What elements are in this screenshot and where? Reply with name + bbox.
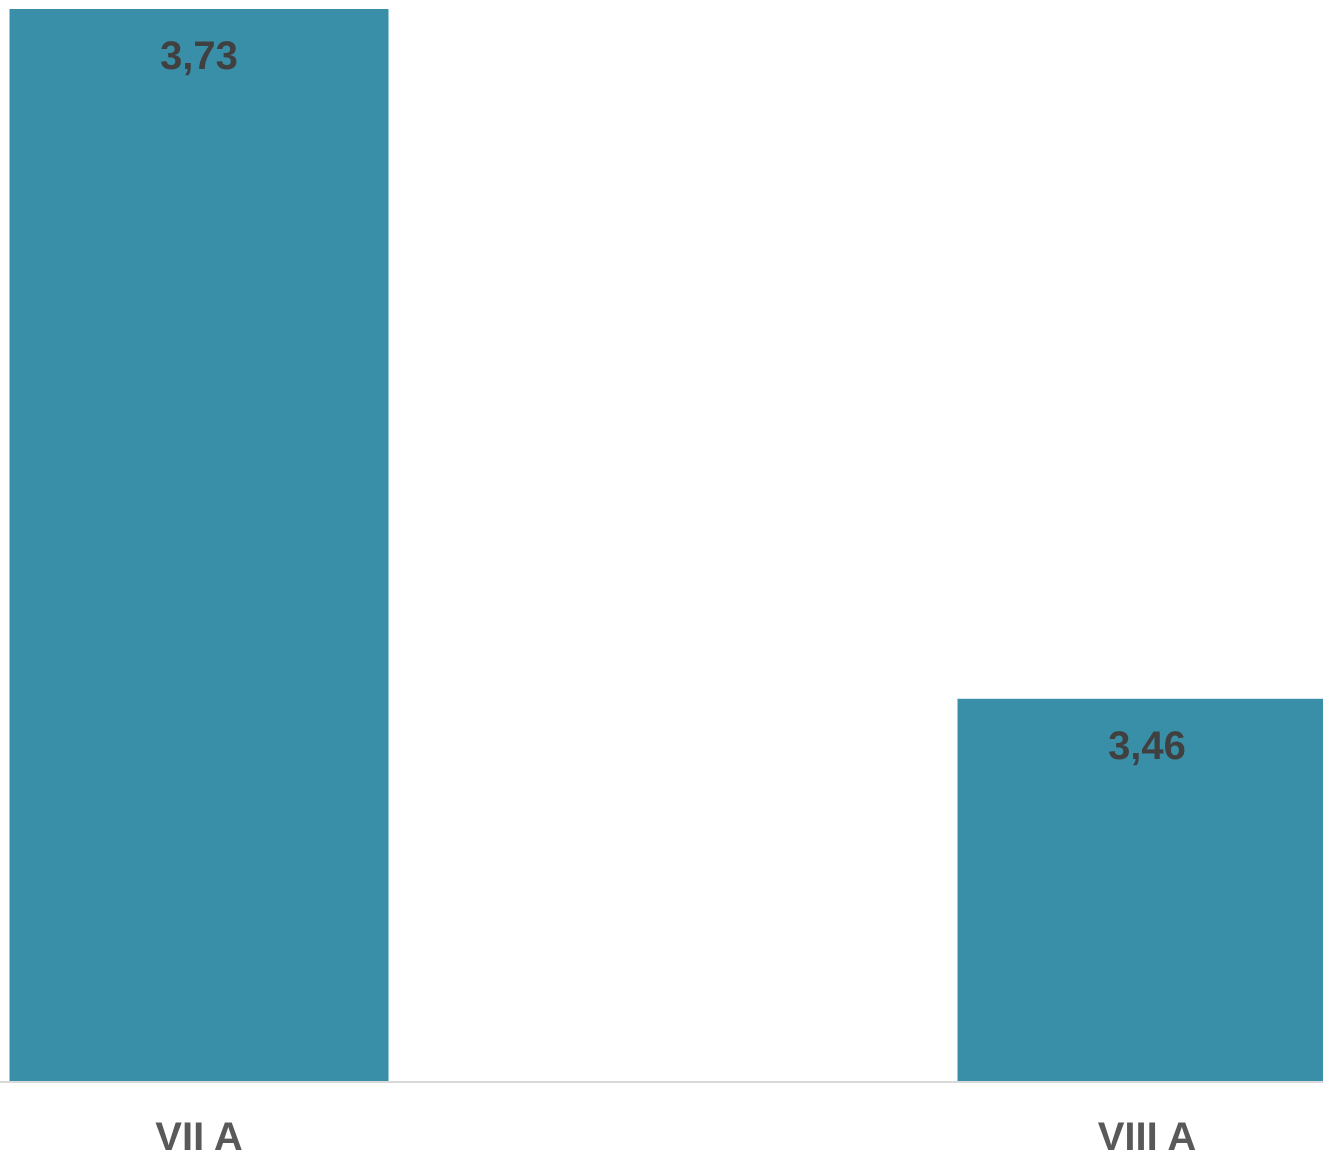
x-tick-label-1: VII A	[155, 1115, 242, 1154]
x-tick-labels-group: VII A VIII A	[155, 1115, 1196, 1154]
data-label-2: 3,46	[1108, 724, 1186, 768]
bar-1	[9, 9, 389, 1082]
data-label-1: 3,73	[160, 34, 238, 78]
bar-2	[957, 698, 1323, 1082]
bars-group	[9, 9, 1323, 1082]
data-labels-group: 3,73 3,46	[160, 34, 1186, 768]
x-tick-label-2: VIII A	[1098, 1115, 1197, 1154]
